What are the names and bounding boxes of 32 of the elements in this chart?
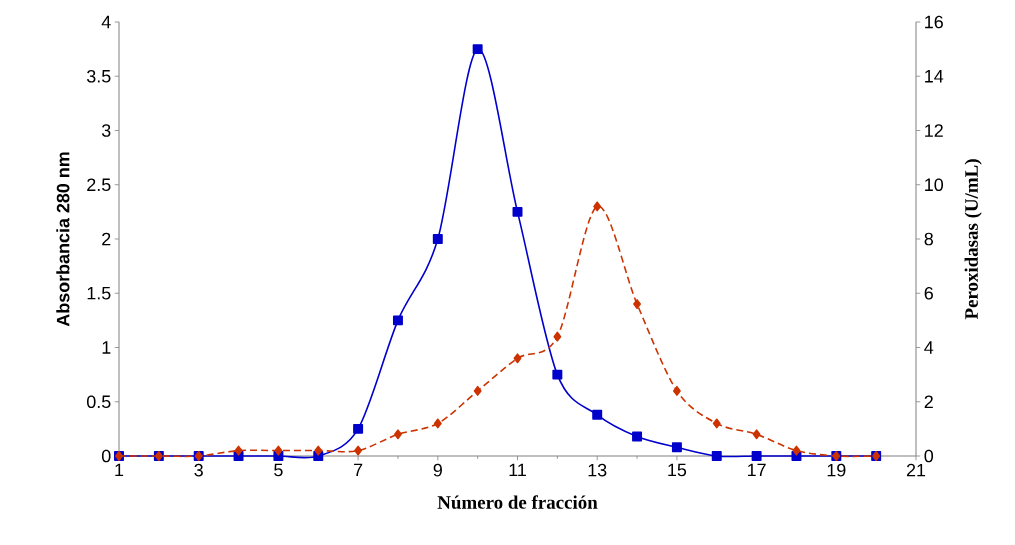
y2-tick-label: 6	[924, 286, 933, 300]
x-tick-label: 9	[433, 463, 442, 477]
y2-tick-label: 10	[925, 178, 944, 192]
y-tick-label: 4	[101, 15, 111, 29]
x-tick-label: 11	[509, 463, 526, 477]
x-tick-label: 13	[588, 463, 607, 477]
y-tick-label: 1.5	[87, 286, 111, 300]
y-tick-label: 1	[102, 341, 111, 354]
y-tick-label: 3	[101, 124, 111, 137]
x-tick-label: 5	[274, 463, 283, 477]
y-tick-label: 3.5	[86, 69, 111, 83]
y2-tick-label: 0	[924, 449, 934, 463]
x-axis-title: Número de fracción	[437, 495, 598, 509]
y-axis-title: Absorbancia 280 nm	[56, 152, 70, 327]
y2-tick-label: 12	[925, 124, 943, 137]
y2-tick-label: 14	[925, 70, 944, 83]
x-tick-label: 7	[354, 463, 363, 477]
x-tick-label: 1	[115, 463, 124, 477]
x-tick-label: 19	[827, 463, 846, 477]
x-tick-label: 17	[747, 463, 766, 477]
y2-tick-label: 2	[924, 395, 933, 409]
y-tick-label: 2.5	[87, 178, 111, 192]
y2-tick-label: 16	[925, 15, 943, 29]
y2-tick-label: 8	[924, 232, 933, 246]
y-tick-label: 0.5	[87, 395, 111, 409]
y2-tick-label: 4	[924, 341, 934, 354]
y2-axis-title: Peroxidasas (U/mL)	[964, 159, 982, 320]
x-tick-label: 21	[906, 463, 926, 477]
y-tick-label: 0	[101, 449, 111, 463]
x-tick-label: 15	[668, 463, 687, 477]
x-tick-label: 3	[194, 463, 203, 477]
y-tick-label: 2	[102, 232, 111, 246]
